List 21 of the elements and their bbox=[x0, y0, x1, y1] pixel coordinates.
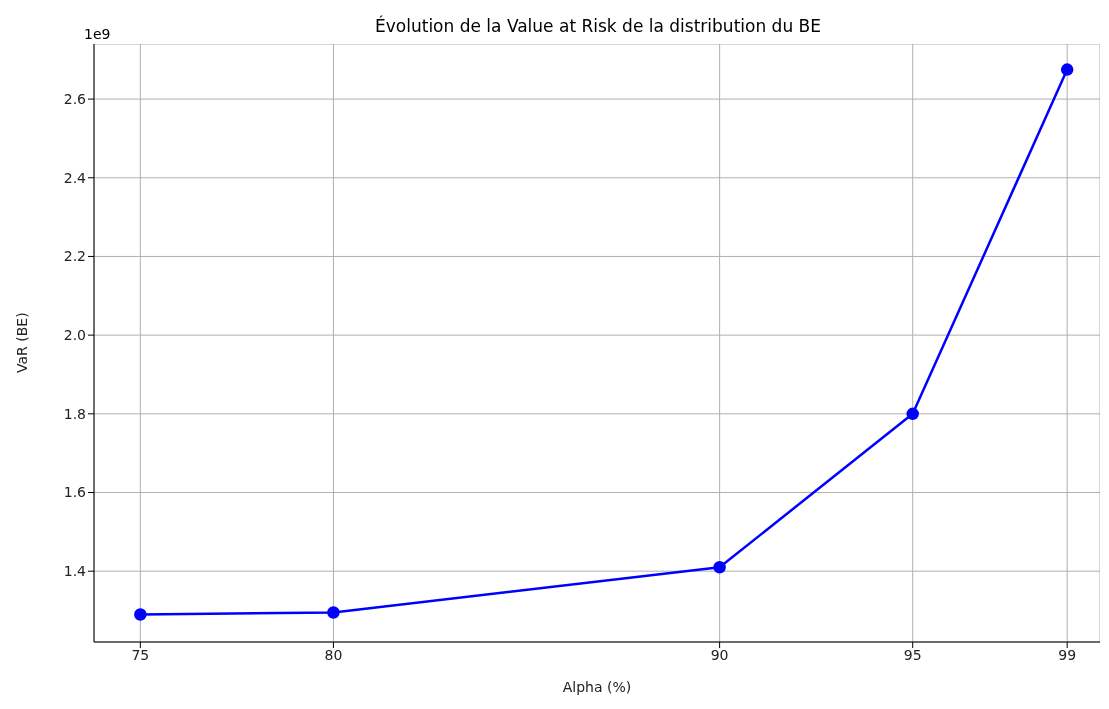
y-tick-label: 2.0 bbox=[63, 327, 86, 344]
y-tick-label: 2.6 bbox=[63, 91, 87, 108]
point bbox=[134, 608, 147, 621]
y-axis-title: VaR (BE) bbox=[13, 312, 30, 373]
y-tick-label: 1.4 bbox=[63, 563, 87, 580]
chart-title: Évolution de la Value at Risk de la distribution du BE bbox=[375, 16, 821, 36]
point bbox=[713, 561, 726, 574]
point bbox=[1060, 63, 1074, 76]
text: 1e9 bbox=[84, 26, 111, 42]
y-tick-label: 2.2 bbox=[63, 248, 86, 265]
y-tick-label: 2.4 bbox=[63, 169, 87, 186]
x-tick-label: 99 bbox=[1058, 646, 1077, 663]
point bbox=[906, 407, 919, 421]
x-axis-title: Alpha (%) bbox=[562, 679, 632, 695]
y-tick-label: 1.8 bbox=[63, 405, 86, 422]
x-tick-label: 75 bbox=[131, 646, 150, 663]
x-tick-label: 95 bbox=[903, 646, 922, 663]
x-tick-label: 80 bbox=[324, 646, 343, 663]
y-tick-label: 1.6 bbox=[63, 484, 87, 501]
x-tick-label: 90 bbox=[710, 646, 729, 663]
point bbox=[327, 606, 340, 619]
